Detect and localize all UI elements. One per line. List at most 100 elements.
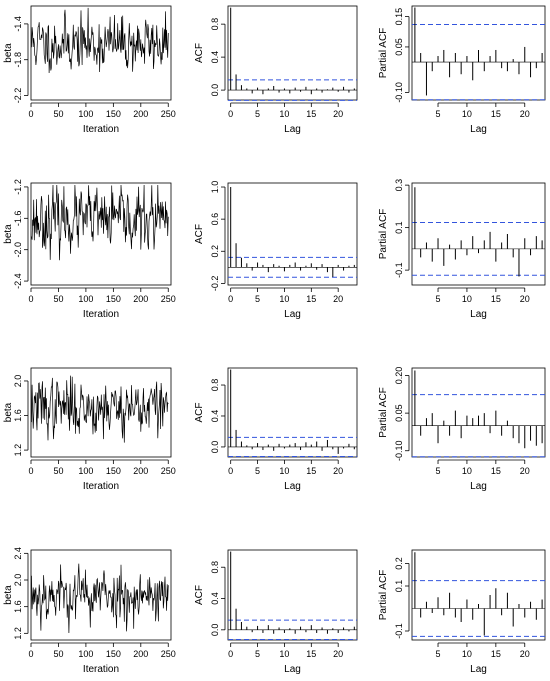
y-tick-label: 2.0	[13, 375, 23, 388]
y-tick-label: 0.05	[394, 38, 404, 56]
y-tick-label: -0.10	[394, 440, 404, 461]
x-axis-title: Lag	[470, 124, 487, 135]
y-tick-label: 0.05	[394, 404, 404, 422]
x-tick-label: 20	[333, 109, 343, 119]
x-tick-label: 5	[255, 649, 260, 659]
y-axis-title: ACF	[194, 43, 205, 63]
y-tick-label: 0.2	[210, 245, 220, 258]
x-tick-label: 10	[279, 649, 289, 659]
x-tick-label: 10	[279, 294, 289, 304]
panel-trace-row3: 0 50 100 150 200 250 1.2 1.6 2.0 Iteration beta	[3, 367, 176, 492]
x-tick-label: 5	[436, 649, 441, 659]
x-tick-label: 15	[491, 294, 501, 304]
trace-line	[31, 184, 169, 261]
y-tick-label: 1.6	[13, 600, 23, 613]
x-axis-title: Iteration	[83, 481, 119, 492]
x-tick-label: 0	[28, 294, 33, 304]
y-tick-label: -1.8	[13, 52, 23, 68]
y-tick-label: -0.1	[394, 623, 404, 639]
plot-frame	[411, 182, 546, 286]
x-tick-label: 150	[106, 466, 121, 476]
y-tick-label: 0.0	[210, 84, 220, 97]
trace-line	[31, 563, 169, 634]
x-axis-title: Lag	[470, 664, 487, 675]
plot-frame	[30, 549, 172, 641]
x-tick-label: 20	[333, 294, 343, 304]
y-tick-label: 0.8	[210, 379, 220, 392]
x-tick-label: 15	[306, 466, 316, 476]
x-tick-label: 50	[53, 109, 63, 119]
x-tick-label: 250	[161, 466, 176, 476]
y-tick-label: 0.1	[394, 580, 404, 593]
x-tick-label: 15	[491, 109, 501, 119]
x-tick-label: 100	[78, 466, 93, 476]
panel-pacf-row1: 5 10 15 20 0.15 0.05 -0.10 Lag Partial ACF	[378, 5, 546, 135]
x-tick-label: 5	[436, 294, 441, 304]
y-tick-label: 0.4	[210, 51, 220, 64]
x-tick-label: 0	[228, 466, 233, 476]
y-axis-title: beta	[3, 402, 14, 422]
y-tick-label: -1.4	[13, 16, 23, 32]
panel-trace-row4: 0 50 100 150 200 250 1.2 1.6 2.0 2.4 Iteration beta	[3, 547, 176, 675]
x-tick-label: 10	[462, 109, 472, 119]
y-tick-label: -0.1	[394, 262, 404, 278]
x-tick-label: 20	[520, 294, 530, 304]
y-tick-label: 2.0	[13, 574, 23, 587]
y-tick-label: 0.20	[394, 367, 404, 385]
x-tick-label: 5	[255, 294, 260, 304]
y-axis-title: Partial ACF	[378, 570, 389, 621]
panel-acf-row1: 0 5 10 15 20 0.0 0.4 0.8 Lag ACF	[194, 5, 358, 135]
y-axis-title: Partial ACF	[378, 387, 389, 438]
y-tick-label: 1.2	[13, 627, 23, 640]
x-tick-label: 200	[133, 649, 148, 659]
x-tick-label: 15	[306, 649, 316, 659]
y-axis-title: ACF	[194, 403, 205, 423]
x-tick-label: 0	[228, 294, 233, 304]
x-axis-title: Iteration	[83, 309, 119, 320]
y-tick-label: 1.0	[210, 181, 220, 194]
x-axis-title: Iteration	[83, 124, 119, 135]
x-tick-label: 20	[333, 649, 343, 659]
plot-frame	[30, 5, 172, 101]
y-tick-label: 0.4	[210, 410, 220, 423]
y-axis-title: beta	[3, 585, 14, 605]
y-tick-label: -1.6	[13, 211, 23, 227]
y-axis-title: Partial ACF	[378, 28, 389, 79]
plot-frame	[30, 367, 172, 458]
x-tick-label: 200	[133, 294, 148, 304]
panel-pacf-row4: 5 10 15 20 0.2 0.1 -0.1 Lag Partial ACF	[378, 549, 546, 675]
x-tick-label: 100	[78, 649, 93, 659]
y-tick-label: -1.2	[13, 179, 23, 195]
plot-frame	[30, 182, 172, 286]
x-tick-label: 20	[520, 109, 530, 119]
y-tick-label: -2.4	[13, 273, 23, 289]
x-tick-label: 50	[53, 294, 63, 304]
x-tick-label: 200	[133, 109, 148, 119]
y-axis-title: ACF	[194, 224, 205, 244]
y-axis-title: Partial ACF	[378, 209, 389, 260]
plot-frame	[227, 549, 358, 641]
y-tick-label: -0.2	[210, 276, 220, 292]
y-tick-label: 2.4	[13, 547, 23, 560]
y-tick-label: 0.6	[210, 213, 220, 226]
x-axis-title: Iteration	[83, 664, 119, 675]
x-tick-label: 0	[228, 649, 233, 659]
x-tick-label: 50	[53, 466, 63, 476]
y-tick-label: -0.10	[394, 82, 404, 103]
y-axis-title: beta	[3, 43, 14, 63]
x-axis-title: Lag	[284, 481, 301, 492]
x-tick-label: 0	[28, 649, 33, 659]
x-tick-label: 0	[28, 466, 33, 476]
y-axis-title: beta	[3, 224, 14, 244]
x-tick-label: 100	[78, 294, 93, 304]
x-tick-label: 150	[106, 649, 121, 659]
panel-trace-row1: 0 50 100 150 200 250 -1.4 -1.8 -2.2 Iteration beta	[3, 5, 176, 135]
y-tick-label: 1.2	[13, 444, 23, 457]
panel-trace-row2: 0 50 100 150 200 250 -1.2 -1.6 -2.0 -2.4 Iteration…	[3, 179, 176, 320]
x-tick-label: 0	[228, 109, 233, 119]
y-tick-label: 0.0	[210, 441, 220, 454]
x-tick-label: 5	[255, 466, 260, 476]
y-tick-label: 0.8	[210, 561, 220, 574]
y-tick-label: 0.8	[210, 18, 220, 31]
